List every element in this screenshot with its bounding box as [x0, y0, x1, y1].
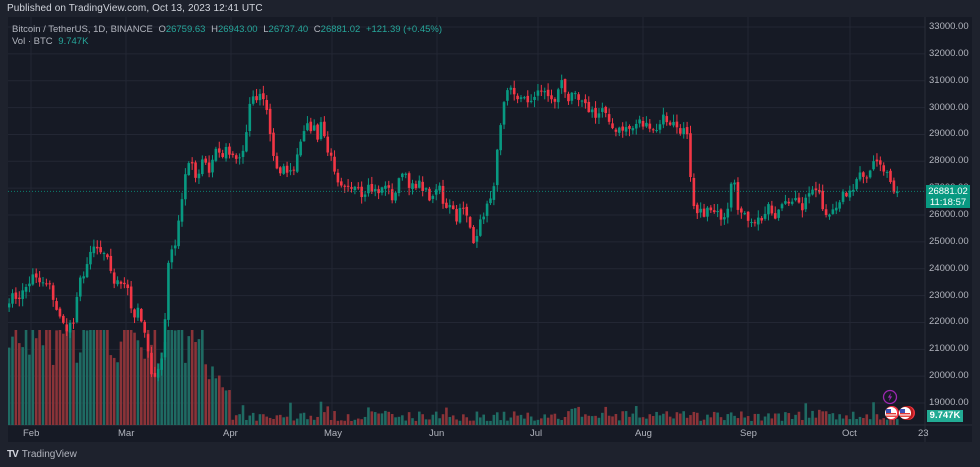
bar-countdown: 11:18:57	[929, 197, 967, 208]
ohlc-row: Bitcoin / TetherUS, 1D, BINANCE O26759.6…	[12, 24, 442, 35]
volume-label[interactable]: Vol · BTC	[12, 36, 53, 47]
price-tick: 25000.00	[929, 235, 969, 247]
price-tick: 31000.00	[929, 74, 969, 86]
us-flag-event-icon-2[interactable]	[897, 405, 917, 421]
open-value: 26759.63	[165, 24, 206, 35]
high-value: 26943.00	[217, 24, 258, 35]
brand-name: TradingView	[21, 449, 77, 460]
last-price-tag: 26881.02 11:18:57	[926, 185, 970, 208]
time-tick: Feb	[23, 428, 40, 439]
chart-legend: Bitcoin / TetherUS, 1D, BINANCE O26759.6…	[12, 24, 442, 48]
price-tick: 30000.00	[929, 101, 969, 113]
price-tick: 23000.00	[929, 289, 969, 301]
time-tick: Apr	[223, 428, 238, 439]
price-tick: 29000.00	[929, 128, 969, 140]
time-tick: Aug	[635, 428, 652, 439]
chart-pane[interactable]	[8, 17, 972, 442]
us-flag-event-icon[interactable]	[883, 405, 901, 421]
price-tick: 33000.00	[929, 21, 969, 32]
tradingview-logo-icon: TV	[7, 449, 19, 460]
volume-row: Vol · BTC 9.747K	[12, 36, 442, 48]
price-tick: 20000.00	[929, 370, 969, 382]
price-tick: 26000.00	[929, 209, 969, 221]
time-tick: Jul	[530, 428, 543, 439]
price-tick: 21000.00	[929, 343, 969, 355]
time-tick: 23	[918, 428, 929, 439]
price-tick: 24000.00	[929, 262, 969, 274]
change-value: +121.39 (+0.45%)	[365, 24, 442, 35]
time-tick: Oct	[842, 428, 857, 439]
symbol-name[interactable]: Bitcoin / TetherUS, 1D, BINANCE	[12, 24, 153, 35]
time-tick: Sep	[740, 428, 757, 439]
candlestick-chart[interactable]	[8, 17, 972, 442]
volume-value: 9.747K	[58, 36, 89, 47]
time-tick: Jun	[429, 428, 445, 439]
tradingview-brand[interactable]: TV TradingView	[7, 449, 77, 460]
lightning-event-icon[interactable]	[882, 389, 898, 405]
low-value: 26737.40	[268, 24, 309, 35]
published-caption: Published on TradingView.com, Oct 13, 20…	[7, 3, 263, 14]
price-tick: 28000.00	[929, 155, 969, 167]
time-tick: Mar	[118, 428, 135, 439]
close-value: 26881.02	[320, 24, 361, 35]
time-tick: May	[324, 428, 342, 439]
price-tick: 22000.00	[929, 316, 969, 328]
price-tick: 32000.00	[929, 47, 969, 59]
volume-tag: 9.747K	[927, 410, 963, 422]
price-tick: 19000.00	[929, 397, 969, 409]
last-price: 26881.02	[928, 186, 968, 197]
